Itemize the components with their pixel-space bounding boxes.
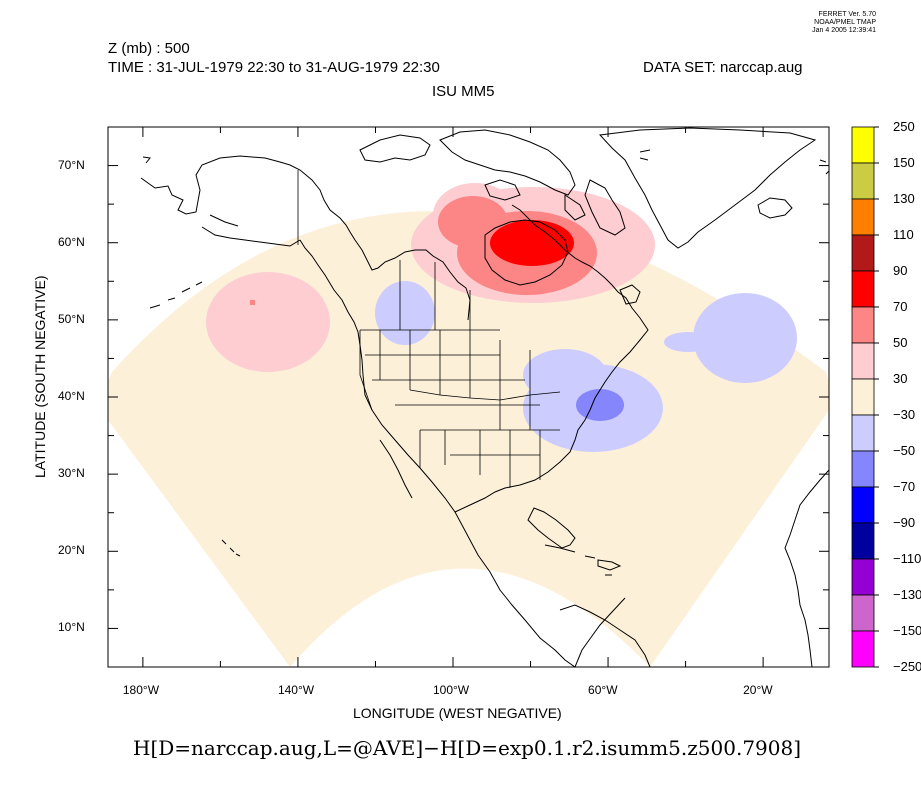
colorbar-swatch (851, 522, 875, 560)
y-axis-label: LATITUDE (SOUTH NEGATIVE) (32, 275, 48, 479)
colorbar-level-label: −30 (893, 407, 916, 422)
dataset-label: DATA SET: narccap.aug (643, 59, 803, 76)
colorbar-level-label: −90 (893, 515, 916, 530)
colorbar-swatch (851, 558, 875, 596)
y-tick-label: 20°N (58, 543, 85, 558)
colorbar-level-label: 30 (893, 371, 908, 386)
colorbar (851, 126, 879, 668)
colorbar-swatch (851, 630, 875, 668)
colorbar-level-label: 130 (893, 191, 915, 206)
colorbar-level-label: −130 (893, 587, 921, 602)
formula-label: H[D=narccap.aug,L=@AVE]−H[D=exp0.1.r2.is… (133, 736, 802, 760)
y-tick-label: 60°N (58, 234, 85, 249)
colorbar-level-label: −150 (893, 623, 921, 638)
x-tick-label: 180°W (122, 683, 160, 697)
colorbar-level-label: 150 (893, 155, 915, 170)
y-tick-label: 50°N (58, 311, 85, 326)
colorbar-swatch (851, 198, 875, 236)
x-axis-label: LONGITUDE (WEST NEGATIVE) (353, 705, 562, 721)
colorbar-level-label: 250 (893, 119, 915, 134)
x-tick-label: 100°W (432, 683, 470, 697)
colorbar-level-label: −250 (893, 659, 921, 674)
coastlines (140, 127, 829, 667)
colorbar-swatch (851, 486, 875, 524)
y-tick-label: 70°N (58, 157, 85, 172)
model-label: ISU MM5 (432, 83, 495, 100)
software-stamp: FERRET Ver. 5.70 NOAA/PMEL TMAP Jan 4 20… (812, 11, 876, 35)
map-layer (108, 127, 829, 667)
y-tick-label: 30°N (58, 466, 85, 481)
colorbar-level-label: 50 (893, 335, 908, 350)
anomaly-pos-hudson (411, 183, 655, 303)
colorbar-swatch (851, 414, 875, 452)
y-tick-label: 10°N (58, 620, 85, 635)
x-tick-label: 140°W (277, 683, 315, 697)
colorbar-swatch (851, 378, 875, 416)
y-tick-label: 40°N (58, 389, 85, 403)
colorbar-level-label: 110 (893, 227, 914, 242)
anomaly-neg-canada (375, 281, 435, 345)
x-tick-label: 20°W (743, 683, 773, 697)
axes (108, 126, 829, 668)
colorbar-swatch (851, 342, 875, 380)
colorbar-level-label: 70 (893, 299, 908, 314)
anomaly-pos-pacific (206, 272, 330, 372)
time-label: TIME : 31-JUL-1979 22:30 to 31-AUG-1979 … (108, 59, 440, 76)
stamp-line-1: FERRET Ver. 5.70 (818, 11, 876, 18)
political-boundaries (297, 170, 561, 488)
colorbar-level-label: −70 (893, 479, 916, 494)
stamp-line-2: NOAA/PMEL TMAP (814, 19, 876, 26)
colorbar-swatch (851, 126, 875, 164)
colorbar-swatch (851, 270, 875, 308)
anomaly-neg-atlantic-central (664, 293, 797, 383)
colorbar-level-label: 90 (893, 263, 908, 278)
colorbar-swatch (851, 594, 875, 632)
colorbar-swatch (851, 306, 875, 344)
stamp-line-3: Jan 4 2005 12:39:41 (812, 27, 876, 34)
colorbar-level-label: −110 (893, 551, 921, 566)
colorbar-swatch (851, 162, 875, 200)
colorbar-swatch (851, 234, 875, 272)
variable-label: Z (mb) : 500 (108, 40, 190, 57)
x-tick-label: 60°W (588, 683, 618, 697)
colorbar-swatch (851, 450, 875, 488)
colorbar-level-label: −50 (893, 443, 916, 458)
